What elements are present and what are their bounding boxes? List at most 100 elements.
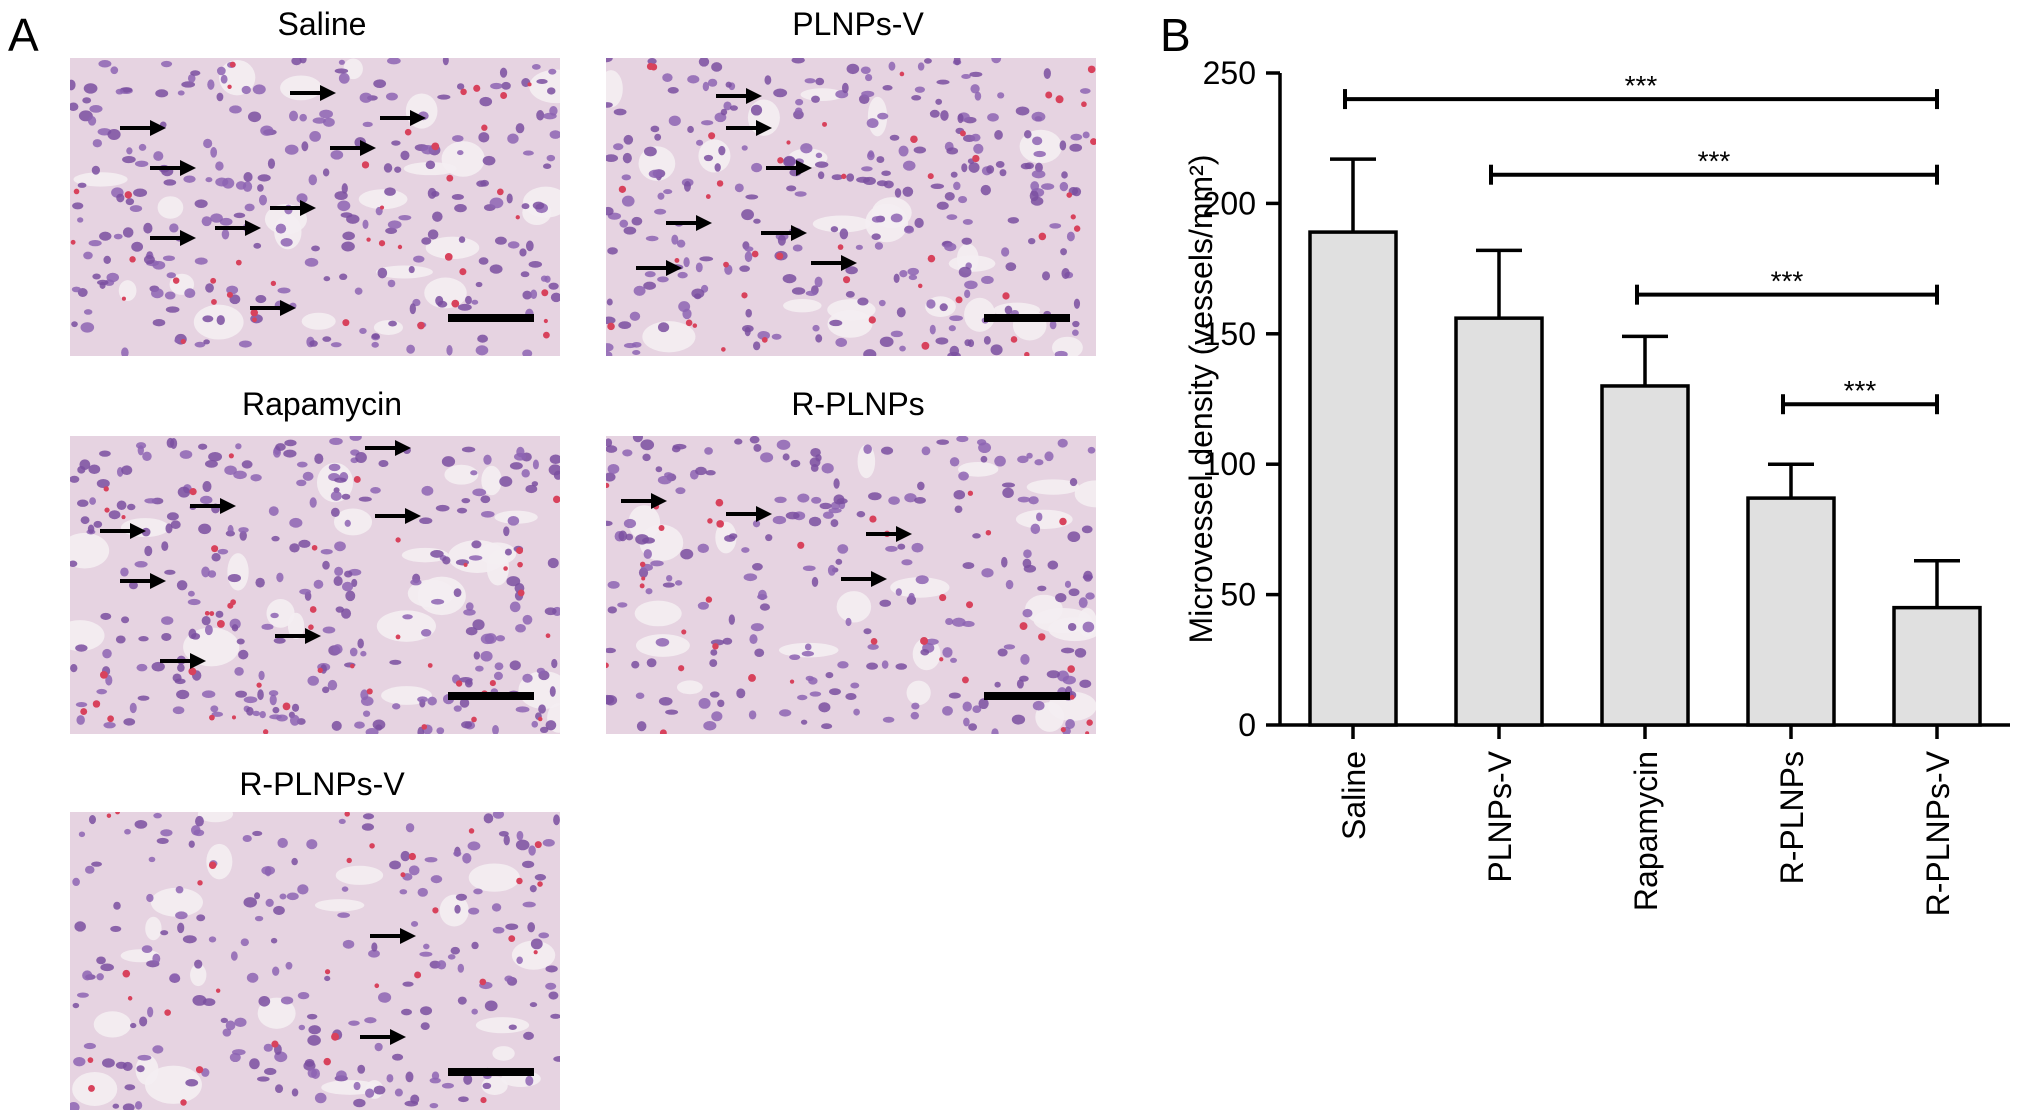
- nucleus: [307, 1068, 318, 1078]
- nucleus: [914, 217, 924, 229]
- nucleus: [480, 650, 493, 662]
- red-blood-cell: [282, 702, 291, 711]
- nucleus: [1043, 68, 1051, 79]
- nucleus: [137, 695, 150, 701]
- lumen-space: [150, 887, 203, 917]
- nucleus: [640, 439, 655, 451]
- nucleus: [682, 308, 692, 320]
- nucleus: [336, 1070, 347, 1081]
- nucleus: [465, 295, 472, 305]
- nucleus: [187, 590, 195, 597]
- nucleus: [792, 244, 803, 252]
- nucleus: [846, 63, 860, 75]
- nucleus: [553, 1056, 560, 1062]
- red-blood-cell: [127, 996, 133, 1001]
- red-blood-cell: [708, 132, 716, 140]
- nucleus: [138, 636, 149, 642]
- nucleus: [498, 830, 509, 837]
- nucleus: [648, 169, 663, 179]
- nucleus: [115, 88, 124, 95]
- nucleus: [337, 200, 351, 212]
- red-blood-cell: [920, 636, 929, 645]
- nucleus: [833, 478, 840, 489]
- red-blood-cell: [361, 161, 370, 169]
- nucleus: [123, 718, 136, 726]
- nucleus: [161, 616, 174, 625]
- tissue-image: [606, 436, 1096, 734]
- red-blood-cell: [195, 1066, 204, 1074]
- red-blood-cell: [1081, 101, 1087, 108]
- nucleus: [515, 706, 530, 713]
- nucleus: [334, 566, 344, 577]
- nucleus: [489, 197, 504, 209]
- nucleus: [148, 856, 156, 863]
- nucleus: [253, 242, 262, 249]
- nucleus: [263, 1043, 273, 1052]
- nucleus: [491, 903, 502, 912]
- nucleus: [437, 94, 451, 100]
- red-blood-cell: [73, 188, 80, 195]
- nucleus: [866, 118, 879, 129]
- red-blood-cell: [797, 541, 805, 549]
- nucleus: [322, 336, 332, 342]
- nucleus: [509, 601, 521, 613]
- red-blood-cell: [317, 667, 323, 674]
- nucleus: [657, 475, 672, 485]
- nucleus: [276, 572, 284, 583]
- nucleus: [711, 62, 723, 72]
- nucleus: [728, 614, 735, 625]
- nucleus: [972, 533, 981, 539]
- nucleus: [676, 239, 686, 248]
- red-blood-cell: [1060, 726, 1066, 733]
- nucleus: [306, 1013, 318, 1020]
- nucleus: [116, 193, 125, 203]
- nucleus: [427, 696, 437, 706]
- nucleus: [613, 143, 624, 151]
- nucleus: [461, 446, 476, 453]
- nucleus: [827, 564, 836, 576]
- nucleus: [997, 92, 1005, 99]
- nucleus: [949, 315, 963, 322]
- nucleus: [606, 351, 613, 356]
- nucleus: [527, 922, 536, 933]
- nucleus: [790, 459, 801, 468]
- nucleus: [791, 58, 805, 64]
- nucleus: [431, 1071, 440, 1080]
- nucleus: [547, 87, 556, 95]
- nucleus: [654, 208, 667, 215]
- nucleus: [89, 104, 103, 113]
- nucleus: [137, 445, 144, 456]
- y-axis-label: Microvessel density (vessels/mm²): [1183, 155, 1219, 644]
- significance-bracket: [1343, 89, 1939, 110]
- nucleus: [815, 152, 823, 159]
- nucleus: [402, 614, 413, 620]
- y-tick-label: 150: [1203, 316, 1256, 352]
- nucleus: [319, 109, 333, 119]
- nucleus: [190, 70, 201, 76]
- nucleus: [113, 901, 121, 910]
- nucleus: [360, 650, 367, 657]
- nucleus: [1069, 143, 1083, 152]
- lumen-space: [144, 1065, 202, 1104]
- red-blood-cell: [545, 633, 551, 639]
- scale-bar: [448, 1068, 534, 1076]
- nucleus: [822, 511, 834, 519]
- nucleus: [354, 721, 365, 729]
- nucleus: [210, 705, 219, 713]
- nucleus: [296, 193, 308, 204]
- nucleus: [462, 853, 472, 864]
- nucleus: [441, 456, 456, 467]
- nucleus: [868, 492, 882, 501]
- arrow-icon: [365, 440, 411, 456]
- nucleus: [313, 579, 324, 589]
- nucleus: [650, 560, 664, 567]
- nucleus: [368, 949, 380, 958]
- nucleus: [476, 180, 487, 187]
- nucleus: [1023, 130, 1032, 139]
- nucleus: [783, 156, 796, 168]
- nucleus: [87, 116, 97, 126]
- nucleus: [888, 61, 896, 71]
- nucleus: [314, 453, 324, 465]
- nucleus: [866, 662, 878, 670]
- nucleus: [250, 474, 262, 482]
